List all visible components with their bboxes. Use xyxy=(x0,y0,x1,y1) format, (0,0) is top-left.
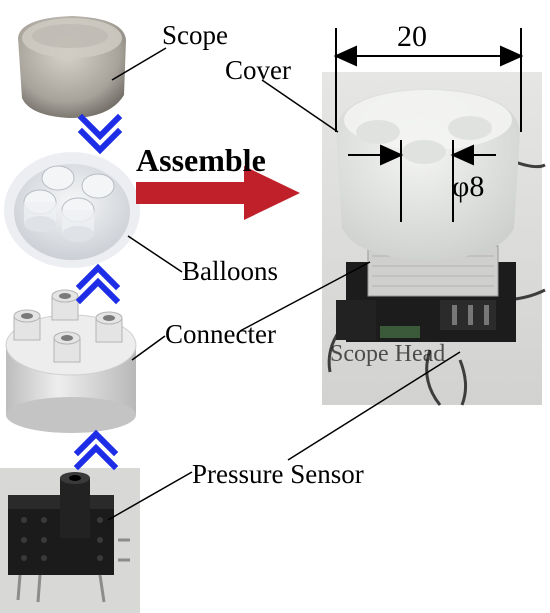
connecter-label: Connecter xyxy=(165,319,276,349)
chevron-up-icon xyxy=(73,429,119,471)
right-arrow-icon xyxy=(136,166,300,220)
width-dimension xyxy=(333,28,524,132)
connecter-image xyxy=(5,289,137,433)
balloons-image xyxy=(4,152,140,268)
scope-head-label: Scope Head xyxy=(330,341,446,367)
assemble-label: Assemble xyxy=(136,142,266,178)
pressure-sensor-image xyxy=(0,468,140,613)
assembled-photo xyxy=(322,72,546,406)
hole-dimension-label: φ8 xyxy=(452,170,485,203)
width-dimension-label: 20 xyxy=(397,20,427,53)
chevron-up-icon xyxy=(75,263,121,305)
cover-label: Cover xyxy=(225,55,291,85)
leader-lines xyxy=(107,47,461,521)
scope-cover-image xyxy=(18,16,126,118)
hole-dimension xyxy=(348,140,496,222)
pressure-sensor-label: Pressure Sensor xyxy=(192,459,364,489)
balloons-label: Balloons xyxy=(182,256,279,286)
chevron-down-icon xyxy=(77,113,123,155)
scope-label: Scope xyxy=(162,20,228,50)
